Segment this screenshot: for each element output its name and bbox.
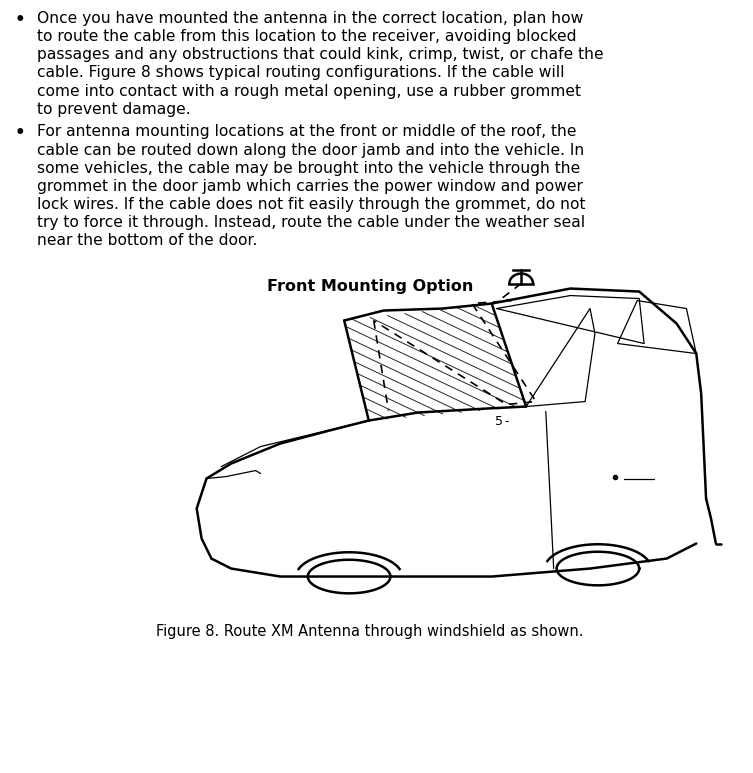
Text: Figure 8. Route XM Antenna through windshield as shown.: Figure 8. Route XM Antenna through winds… [157,624,584,638]
Text: grommet in the door jamb which carries the power window and power: grommet in the door jamb which carries t… [38,179,584,194]
Text: passages and any obstructions that could kink, crimp, twist, or chafe the: passages and any obstructions that could… [38,47,604,63]
Text: near the bottom of the door.: near the bottom of the door. [38,233,258,248]
Text: •: • [15,124,26,142]
Text: 5: 5 [495,414,502,427]
Text: -: - [505,414,509,427]
Text: some vehicles, the cable may be brought into the vehicle through the: some vehicles, the cable may be brought … [38,161,581,175]
Text: lock wires. If the cable does not fit easily through the grommet, do not: lock wires. If the cable does not fit ea… [38,197,586,212]
Text: For antenna mounting locations at the front or middle of the roof, the: For antenna mounting locations at the fr… [38,124,577,139]
Text: Front Mounting Option: Front Mounting Option [267,278,474,294]
Text: cable. Figure 8 shows typical routing configurations. If the cable will: cable. Figure 8 shows typical routing co… [38,66,565,80]
Text: Once you have mounted the antenna in the correct location, plan how: Once you have mounted the antenna in the… [38,11,584,26]
Text: try to force it through. Instead, route the cable under the weather seal: try to force it through. Instead, route … [38,215,586,230]
Text: to route the cable from this location to the receiver, avoiding blocked: to route the cable from this location to… [38,29,577,44]
Text: to prevent damage.: to prevent damage. [38,102,191,117]
Text: come into contact with a rough metal opening, use a rubber grommet: come into contact with a rough metal ope… [38,83,581,99]
Text: cable can be routed down along the door jamb and into the vehicle. In: cable can be routed down along the door … [38,142,584,158]
Text: •: • [15,11,26,29]
